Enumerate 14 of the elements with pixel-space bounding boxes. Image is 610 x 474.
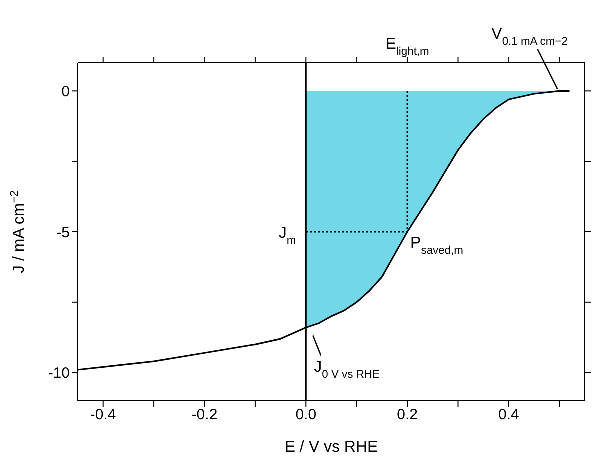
x-tick-label: 0.0 [296, 406, 317, 424]
x-tick-label: -0.4 [90, 406, 116, 424]
text: E$_{light,m}$ [386, 36, 430, 58]
x-tick-label: 0.2 [397, 406, 418, 424]
y-tick-label: 0 [62, 83, 70, 100]
annotation: J$_{0 V vs RHE}$ [314, 358, 380, 381]
x-tick-label: -0.2 [192, 406, 218, 424]
x-tick-label: 0.4 [498, 406, 520, 424]
annotation: V$_{0.1 mA cm−2}$ [492, 26, 568, 48]
annotation: P$_{saved,m}$ [410, 235, 464, 257]
y-tick-label: -10 [48, 365, 70, 382]
y-tick-label: -5 [56, 224, 70, 242]
x-axis-title: E / V vs RHE [284, 439, 378, 456]
annotation: J$_{m}$ [278, 225, 296, 247]
